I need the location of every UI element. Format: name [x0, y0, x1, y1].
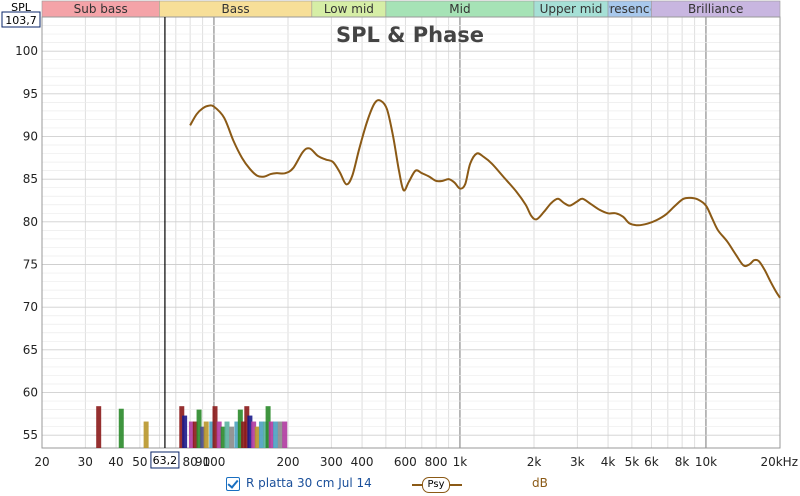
filter-marker[interactable]: [212, 406, 218, 448]
x-tick-label: 30: [78, 455, 93, 469]
filter-marker[interactable]: [268, 421, 274, 448]
series-unit: dB: [532, 476, 548, 490]
grid-lines: [42, 16, 780, 448]
filter-marker[interactable]: [216, 421, 222, 448]
x-tick-label: 600: [394, 455, 417, 469]
y-tick-label: 95: [23, 87, 38, 101]
x-tick-label: 1k: [453, 455, 468, 469]
y-readout-box: [1, 11, 41, 28]
filter-marker[interactable]: [251, 421, 257, 448]
series-label[interactable]: R platta 30 cm Jul 14: [246, 476, 372, 490]
band-label: Presence: [603, 2, 657, 16]
x-tick-label: 50: [132, 455, 147, 469]
x-tick-label: 20: [34, 455, 49, 469]
y-tick-label: 75: [23, 258, 38, 272]
frequency-bands: Sub bass Bass Low mid Mid Upper mid Presence B…: [41, 0, 781, 18]
filter-marker[interactable]: [277, 421, 283, 448]
filter-marker[interactable]: [254, 426, 260, 448]
filter-marker[interactable]: [237, 409, 243, 448]
filter-marker[interactable]: [262, 421, 268, 448]
x-tick-label: 3k: [570, 455, 585, 469]
x-tick-label: 800: [425, 455, 448, 469]
x-tick-label: 400: [351, 455, 374, 469]
spl-curve-0[interactable]: [189, 99, 781, 299]
x-tick-label: 90: [195, 455, 210, 469]
filter-marker[interactable]: [209, 421, 215, 448]
filter-marker[interactable]: [179, 406, 185, 448]
filter-marker[interactable]: [196, 409, 202, 448]
band-label: Sub bass: [74, 2, 128, 16]
filter-marker[interactable]: [247, 415, 253, 448]
x-tick-label: 8k: [675, 455, 690, 469]
filter-marker[interactable]: [192, 421, 198, 448]
x-tick-label: 80: [182, 455, 197, 469]
x-tick-label: 6k: [644, 455, 659, 469]
filter-marker[interactable]: [118, 408, 124, 448]
band-label: Mid: [449, 2, 470, 16]
band-label: Bass: [222, 2, 250, 16]
x-tick-label: 20kHz: [760, 455, 798, 469]
filter-marker[interactable]: [224, 421, 230, 448]
band-label: Upper mid: [540, 2, 603, 16]
filter-marker[interactable]: [229, 426, 235, 448]
x-tick-label: 5k: [625, 455, 640, 469]
filter-marker[interactable]: [265, 406, 271, 448]
x-tick-label: 40: [108, 455, 123, 469]
filter-marker[interactable]: [143, 421, 149, 448]
x-tick-label: 4k: [601, 455, 616, 469]
y-tick-label: 85: [23, 172, 38, 186]
filter-marker[interactable]: [234, 421, 240, 448]
y-tick-label: 60: [23, 386, 38, 400]
filter-marker[interactable]: [200, 426, 206, 448]
y-tick-label: 70: [23, 300, 38, 314]
x-tick-label: 200: [277, 455, 300, 469]
cursor-readout: 63,2: [153, 454, 178, 467]
smoothing-badge[interactable]: Psy: [422, 477, 450, 493]
cursor-readout-box: [150, 451, 180, 469]
series-checkbox[interactable]: [226, 477, 240, 491]
x-tick-label: 100: [202, 455, 225, 469]
filter-marker[interactable]: [182, 415, 188, 448]
y-tick-label: 100: [15, 44, 38, 58]
plot-frame: [41, 16, 781, 449]
filter-marker[interactable]: [203, 421, 209, 448]
filter-marker[interactable]: [282, 421, 288, 448]
chart-title: SPL & Phase: [336, 23, 484, 47]
filter-marker[interactable]: [241, 421, 247, 448]
filter-marker[interactable]: [273, 421, 279, 448]
filter-markers: [96, 406, 288, 448]
y-tick-label: 55: [23, 428, 38, 442]
x-tick-label: 10k: [695, 455, 717, 469]
filter-marker[interactable]: [96, 406, 102, 448]
y-tick-label: 80: [23, 215, 38, 229]
filter-marker[interactable]: [244, 406, 250, 448]
filter-marker[interactable]: [220, 426, 226, 448]
filter-marker[interactable]: [188, 421, 194, 448]
y-axis-label: SPL: [11, 1, 32, 14]
curve-layer: [189, 99, 781, 299]
y-tick-label: 90: [23, 129, 38, 143]
x-tick-label: 300: [320, 455, 343, 469]
y-readout: 103,7: [5, 14, 37, 27]
filter-marker[interactable]: [258, 421, 264, 448]
y-tick-label: 65: [23, 343, 38, 357]
legend: R platta 30 cm Jul 14 Psy dB: [226, 476, 566, 494]
x-tick-label: 2k: [527, 455, 542, 469]
band-label: Low mid: [324, 2, 374, 16]
band-label: Brilliance: [688, 2, 743, 16]
